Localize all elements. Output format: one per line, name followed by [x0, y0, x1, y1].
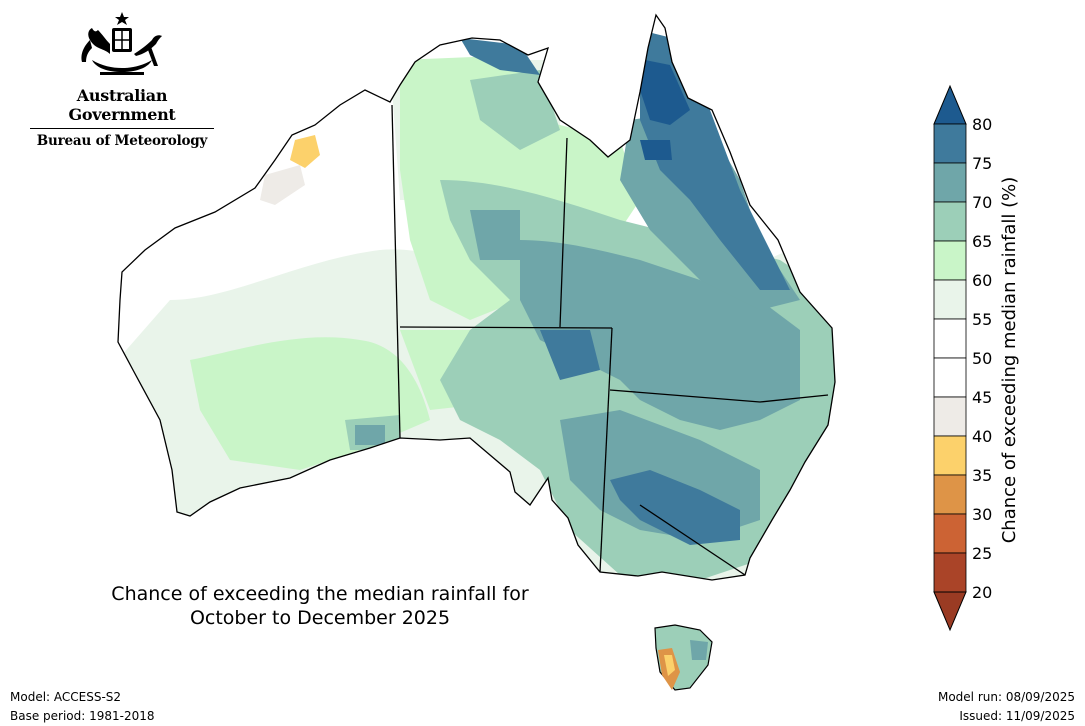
- colorbar-bin: [933, 123, 967, 164]
- base-period-label: Base period: 1981-2018: [10, 709, 155, 723]
- colorbar-above-arrow: [933, 84, 967, 125]
- colorbar-bin: [933, 396, 967, 437]
- model-label: Model: ACCESS-S2: [10, 690, 122, 704]
- model-run-label: Model run: 08/09/2025: [937, 690, 1075, 704]
- colorbar-bin: [933, 552, 967, 593]
- issued-label: Issued: 11/09/2025: [959, 709, 1075, 723]
- colorbar-tick-label: 60: [972, 271, 992, 290]
- footer-left: Model: ACCESS-S2 Base period: 1981-2018: [10, 688, 155, 726]
- colorbar-bin: [933, 474, 967, 515]
- government-name: Australian Government: [68, 86, 176, 124]
- colorbar-tick-label: 40: [972, 427, 992, 446]
- colorbar-tick-label: 70: [972, 193, 992, 212]
- colorbar-tick-label: 45: [972, 388, 992, 407]
- colorbar-bin: [933, 162, 967, 203]
- title-line-1: Chance of exceeding the median rainfall …: [111, 583, 529, 605]
- colorbar-tick-label: 30: [972, 505, 992, 524]
- title-line-2: October to December 2025: [189, 607, 451, 629]
- agency-name: Bureau of Meteorology: [36, 133, 208, 149]
- colorbar-legend: 80 75 70 65 60 55 50 45 40 35 30 25 20 Chance of exc…: [933, 84, 1020, 632]
- colorbar-tick-label: 75: [972, 154, 992, 173]
- colorbar-tick-label: 50: [972, 349, 992, 368]
- colorbar-tick-label: 55: [972, 310, 992, 329]
- colorbar-bin: [933, 357, 967, 398]
- colorbar-bin: [933, 318, 967, 359]
- logo-divider: [30, 128, 214, 129]
- colorbar-bin: [933, 240, 967, 281]
- colorbar-tick-label: 65: [972, 232, 992, 251]
- colorbar-label: Chance of exceeding median rainfall (%): [999, 177, 1020, 544]
- bom-logo: Australian Government Bureau of Meteorol…: [22, 10, 222, 149]
- colorbar-tick-label: 25: [972, 544, 992, 563]
- footer-right: Model run: 08/09/2025 Issued: 11/09/2025: [938, 688, 1075, 726]
- colorbar-tick-label: 35: [972, 466, 992, 485]
- colorbar-bin: [933, 435, 967, 476]
- colorbar-below-arrow: [933, 591, 967, 632]
- colorbar-bin: [933, 513, 967, 554]
- coat-of-arms-icon: [81, 12, 162, 75]
- colorbar-tick-label: 20: [972, 583, 992, 602]
- colorbar-tick-label: 80: [972, 115, 992, 134]
- map-title: Chance of exceeding the median rainfall …: [70, 582, 570, 630]
- colorbar-bin: [933, 279, 967, 320]
- colorbar-bin: [933, 201, 967, 242]
